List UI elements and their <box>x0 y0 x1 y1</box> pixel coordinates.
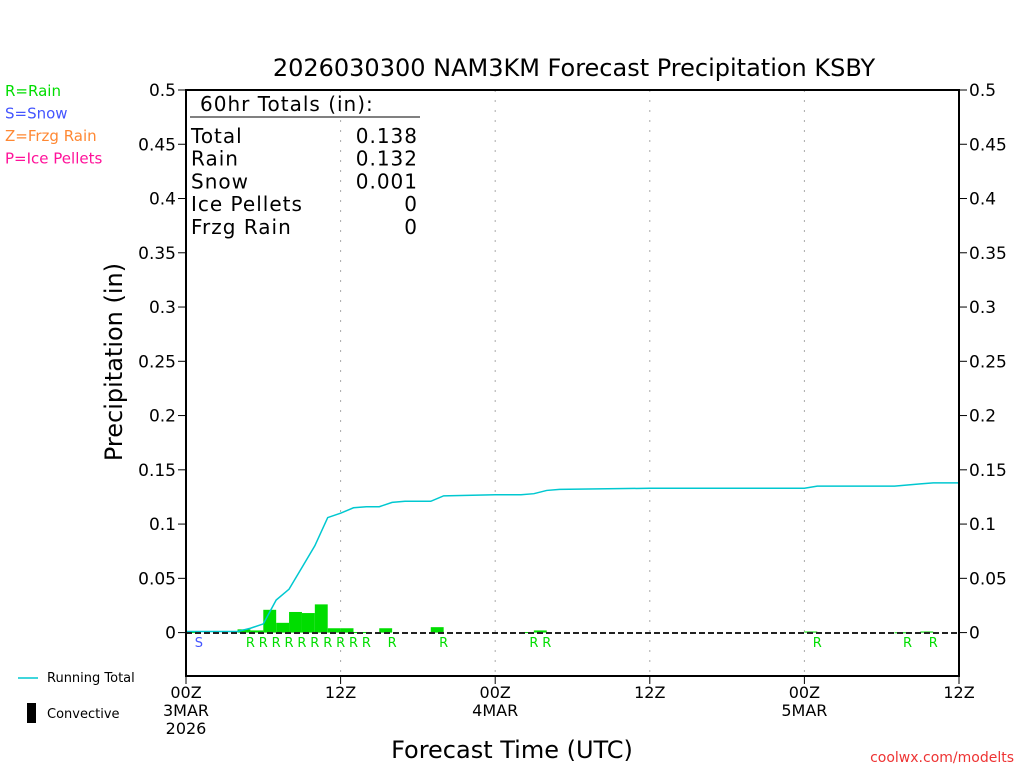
totals-box: 60hr Totals (in): Total 0.138 Rain 0.132 Sno… <box>190 92 420 239</box>
y-tick-label-right: 0 <box>969 624 980 644</box>
precip-type-label: R <box>813 636 822 651</box>
chart-title: 2026030300 NAM3KM Forecast Precipitation… <box>273 54 876 82</box>
precip-bar <box>237 629 251 633</box>
legend-running-total: Running Total <box>47 671 135 686</box>
x-tick-label: 4MAR <box>472 701 518 720</box>
y-tick-label-right: 0.05 <box>969 569 1007 589</box>
totals-value: 0.138 <box>356 124 418 148</box>
y-tick-label-left: 0.35 <box>138 244 176 264</box>
y-tick-label-right: 0.5 <box>969 81 996 101</box>
y-tick-label-right: 0.2 <box>969 407 996 427</box>
precip-type-label: R <box>388 636 397 651</box>
legend-convective: Convective <box>47 707 120 722</box>
precip-bar <box>520 632 534 634</box>
x-tick-label: 00Z <box>789 683 820 702</box>
y-tick-label-right: 0.1 <box>969 515 996 535</box>
precip-type-label: R <box>310 636 319 651</box>
credit-text[interactable]: coolwx.com/modelts <box>870 750 1014 766</box>
y-tick-label-left: 0.15 <box>138 461 176 481</box>
y-tick-label-right: 0.45 <box>969 135 1007 155</box>
precip-bar <box>276 622 290 633</box>
legend-R: R=Rain <box>5 82 61 100</box>
precip-type-label: R <box>297 636 306 651</box>
precip-bar <box>314 604 328 633</box>
y-tick-label-left: 0.05 <box>138 569 176 589</box>
totals-label: Snow <box>191 169 249 193</box>
x-tick-label: 00Z <box>170 683 201 702</box>
y-tick-label-left: 0.4 <box>149 190 176 210</box>
precip-bar <box>340 628 354 633</box>
precip-bar <box>186 632 199 634</box>
precip-type-label: R <box>336 636 345 651</box>
y-tick-label-right: 0.15 <box>969 461 1007 481</box>
totals-value: 0 <box>404 192 418 216</box>
precip-type-label: R <box>439 636 448 651</box>
x-tick-label: 5MAR <box>781 701 827 720</box>
totals-label: Frzg Rain <box>191 215 292 239</box>
y-tick-label-left: 0.1 <box>149 515 176 535</box>
y-tick-label-left: 0 <box>165 624 176 644</box>
precip-bar <box>289 611 302 633</box>
y-tick-label-left: 0.3 <box>149 298 176 318</box>
precip-bar <box>301 613 315 633</box>
y-tick-label-left: 0.5 <box>149 81 176 101</box>
precip-type-label: R <box>929 636 938 651</box>
y-tick-label-right: 0.25 <box>969 352 1007 372</box>
legend-convective-swatch <box>27 703 36 723</box>
legend-Z: Z=Frzg Rain <box>5 127 97 145</box>
precip-bar <box>430 627 444 633</box>
totals-value: 0 <box>404 215 418 239</box>
precip-bar <box>533 630 547 633</box>
precip-type-label: R <box>323 636 332 651</box>
y-tick-label-left: 0.45 <box>138 135 176 155</box>
legend: R=Rain S=Snow Z=Frzg Rain P=Ice Pellets Runn… <box>5 82 135 723</box>
legend-P: P=Ice Pellets <box>5 150 102 168</box>
y-tick-label-right: 0.3 <box>969 298 996 318</box>
y-tick-label-right: 0.4 <box>969 190 996 210</box>
precip-type-label: R <box>529 636 538 651</box>
totals-label: Total <box>190 124 243 148</box>
x-tick-label: 00Z <box>480 683 511 702</box>
precip-type-label: R <box>259 636 268 651</box>
precip-type-label: R <box>246 636 255 651</box>
y-axis-label: Precipitation (in) <box>100 263 128 461</box>
precip-type-label: R <box>362 636 371 651</box>
precip-type-label: R <box>349 636 358 651</box>
x-tick-label: 2026 <box>166 719 207 738</box>
plot-frame <box>185 89 960 677</box>
x-tick-label: 12Z <box>325 683 356 702</box>
legend-S: S=Snow <box>5 105 68 123</box>
precip-type-label: R <box>272 636 281 651</box>
y-tick-label-left: 0.25 <box>138 352 176 372</box>
precip-type-label: R <box>542 636 551 651</box>
y-tick-label-left: 0.2 <box>149 407 176 427</box>
precip-bar <box>379 628 393 633</box>
x-tick-label: 3MAR <box>163 701 209 720</box>
totals-label: Ice Pellets <box>191 192 303 216</box>
precip-bar <box>327 628 341 633</box>
totals-value: 0.132 <box>356 147 418 171</box>
precip-type-label: R <box>285 636 294 651</box>
totals-header: 60hr Totals (in): <box>200 92 374 116</box>
x-tick-label: 12Z <box>634 683 665 702</box>
totals-label: Rain <box>191 147 239 171</box>
x-axis-label: Forecast Time (UTC) <box>391 736 633 764</box>
precip-type-label: R <box>903 636 912 651</box>
y-tick-label-right: 0.35 <box>969 244 1007 264</box>
running-total-line <box>186 482 959 633</box>
precip-bar <box>250 630 264 633</box>
precip-type-label: S <box>195 636 203 651</box>
precip-bar <box>263 609 277 633</box>
totals-value: 0.001 <box>356 169 418 193</box>
x-tick-label: 12Z <box>943 683 974 702</box>
